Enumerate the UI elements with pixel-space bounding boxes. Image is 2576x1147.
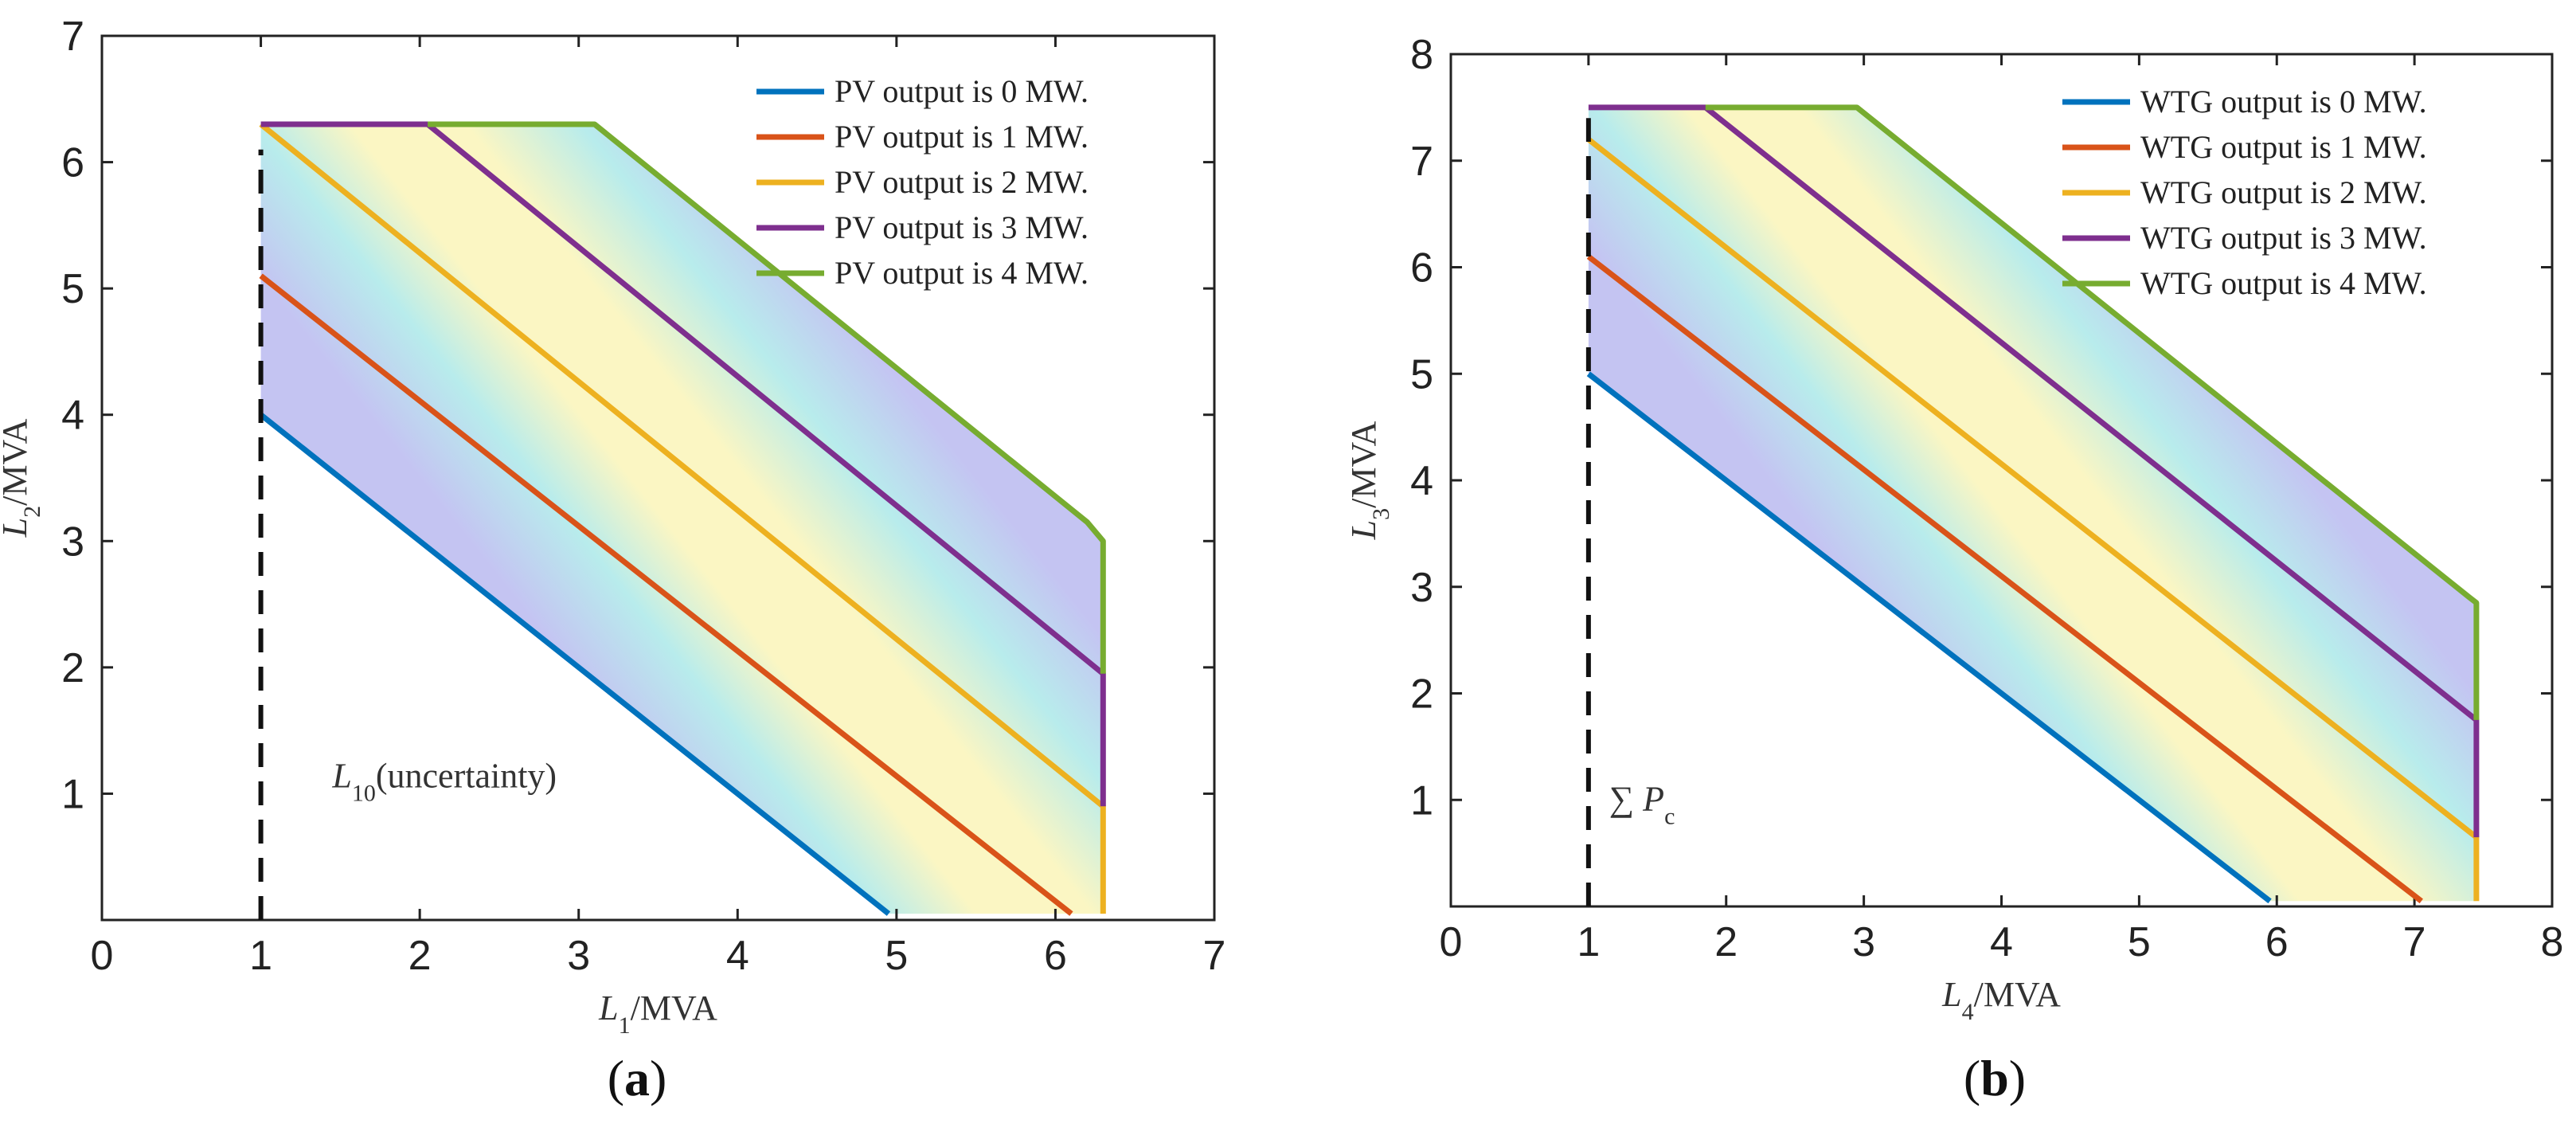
- x-axis-label-sub: 1: [619, 1012, 631, 1039]
- caption-open: (: [608, 1050, 624, 1106]
- series-line-3: [260, 121, 1106, 807]
- y-tick-label: 4: [61, 393, 84, 439]
- x-tick-label: 3: [567, 933, 590, 979]
- y-tick-label: 1: [1410, 777, 1433, 824]
- legend-label-4: WTG output is 4 MW.: [2140, 265, 2427, 301]
- x-tick-label: 7: [2403, 919, 2426, 965]
- legend-label-2: PV output is 2 MW.: [835, 164, 1089, 200]
- y-tick-label: 3: [1410, 565, 1433, 611]
- y-tick-label: 7: [61, 14, 84, 60]
- y-tick-label: 5: [1410, 351, 1433, 397]
- series-line-4: [1705, 104, 2480, 720]
- y-axis-label-var: L: [0, 518, 34, 538]
- legend-label-1: PV output is 1 MW.: [835, 119, 1089, 155]
- y-tick-label: 3: [61, 519, 84, 565]
- series-line-1: [1586, 254, 2423, 904]
- series-line-3: [1588, 104, 2480, 838]
- x-axis-label: L4/MVA: [1941, 975, 2061, 1025]
- y-tick-label: 4: [1410, 458, 1433, 504]
- x-tick-label: 0: [1440, 919, 1463, 965]
- caption-close: ): [650, 1050, 666, 1106]
- x-axis-label-unit: /MVA: [1974, 975, 2061, 1014]
- x-axis-label: L1/MVA: [598, 988, 717, 1039]
- y-axis-label: L2/MVA: [0, 418, 45, 538]
- x-axis-label-sub: 4: [1962, 999, 1974, 1025]
- y-axis-label: L3/MVA: [1344, 421, 1394, 540]
- caption: (a): [608, 1050, 667, 1106]
- x-axis-label-var: L: [1941, 975, 1961, 1014]
- x-tick-label: 4: [1990, 919, 2013, 965]
- x-tick-label: 5: [2128, 919, 2151, 965]
- y-tick-label: 7: [1410, 139, 1433, 185]
- legend-label-2: WTG output is 2 MW.: [2140, 174, 2427, 210]
- x-tick-label: 3: [1852, 919, 1875, 965]
- caption-close: ): [2009, 1050, 2026, 1106]
- x-tick-label: 0: [91, 933, 114, 979]
- caption: (b): [1964, 1050, 2026, 1106]
- feasible-region: [260, 124, 1104, 914]
- y-axis-label-sub: 3: [1368, 508, 1394, 520]
- x-tick-label: 1: [249, 933, 272, 979]
- annotation-sub: c: [1664, 803, 1675, 829]
- x-axis-label-var: L: [598, 988, 618, 1028]
- annotation: L10(uncertainty): [331, 757, 557, 807]
- series-line-0: [1586, 371, 2272, 904]
- chart-a: 012345671234567L1/MVAL2/MVAL10(uncertain…: [0, 14, 1225, 1106]
- y-axis-label-unit: /MVA: [1344, 421, 1383, 507]
- y-axis-label-var: L: [1344, 520, 1383, 540]
- legend-label-3: PV output is 3 MW.: [835, 209, 1089, 245]
- annotation-var: P: [1642, 780, 1664, 819]
- legend-label-0: WTG output is 0 MW.: [2140, 84, 2427, 119]
- annotation-text: (uncertainty): [376, 757, 557, 796]
- annotation-prefix: ∑: [1609, 780, 1643, 819]
- annotation-var: L: [331, 757, 351, 796]
- caption-letter: b: [1980, 1050, 2009, 1106]
- series-line-1: [259, 273, 1073, 916]
- x-tick-label: 6: [2265, 919, 2289, 965]
- plot-frame: [100, 34, 1216, 922]
- legend-label-4: PV output is 4 MW.: [835, 255, 1089, 291]
- legend-label-1: WTG output is 1 MW.: [2140, 129, 2427, 165]
- legend-label-3: WTG output is 3 MW.: [2140, 220, 2427, 256]
- x-tick-label: 6: [1044, 933, 1067, 979]
- series-line-0: [259, 412, 891, 916]
- y-axis-label-sub: 2: [19, 506, 45, 518]
- y-tick-label: 2: [61, 645, 84, 691]
- x-tick-label: 8: [2541, 919, 2564, 965]
- caption-open: (: [1964, 1050, 1980, 1106]
- y-tick-label: 2: [1410, 671, 1433, 718]
- x-tick-label: 2: [408, 933, 432, 979]
- x-tick-label: 2: [1714, 919, 1738, 965]
- x-tick-label: 7: [1203, 933, 1226, 979]
- caption-letter: a: [624, 1050, 650, 1106]
- feasible-region: [1588, 107, 2476, 902]
- annotation-sub: 10: [352, 780, 376, 806]
- y-tick-label: 5: [61, 266, 84, 312]
- x-tick-label: 4: [726, 933, 749, 979]
- legend-label-0: PV output is 0 MW.: [835, 73, 1089, 109]
- x-axis-label-unit: /MVA: [631, 988, 717, 1028]
- y-axis-label-unit: /MVA: [0, 418, 34, 505]
- y-tick-label: 1: [61, 771, 84, 817]
- series-line-4: [428, 121, 1106, 674]
- x-tick-label: 1: [1577, 919, 1600, 965]
- annotation: ∑ Pc: [1609, 780, 1675, 830]
- x-tick-label: 5: [885, 933, 908, 979]
- y-tick-label: 8: [1410, 32, 1433, 78]
- y-tick-label: 6: [61, 140, 84, 186]
- y-tick-label: 6: [1410, 245, 1433, 292]
